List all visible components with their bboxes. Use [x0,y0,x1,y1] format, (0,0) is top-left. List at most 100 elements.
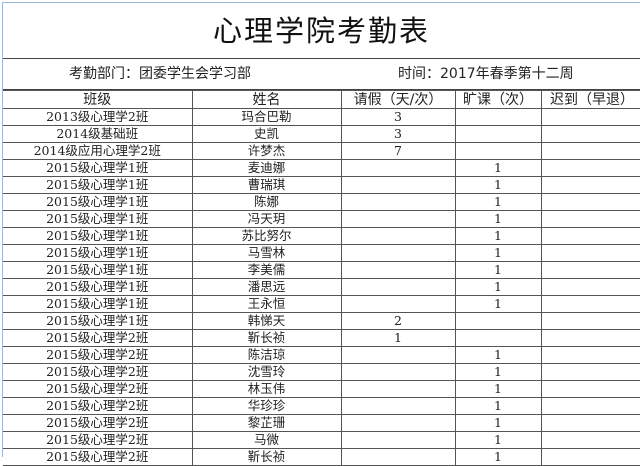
cell-leave[interactable] [340,159,456,177]
cell-late[interactable] [540,278,640,296]
cell-leave[interactable] [340,431,456,449]
cell-class[interactable]: 2015级心理学1班 [3,244,193,262]
cell-leave[interactable] [340,227,456,245]
cell-name[interactable]: 林玉伟 [191,380,342,398]
cell-class[interactable]: 2015级心理学1班 [3,227,193,245]
cell-absent[interactable]: 1 [454,176,542,194]
cell-absent[interactable]: 1 [454,448,542,466]
cell-absent[interactable]: 1 [454,431,542,449]
cell-absent[interactable]: 1 [454,261,542,279]
cell-class[interactable]: 2015级心理学2班 [3,397,193,415]
cell-absent[interactable] [454,312,542,330]
cell-leave[interactable] [340,244,456,262]
cell-leave[interactable]: 3 [340,108,456,126]
cell-class[interactable]: 2014级基础班 [3,125,193,143]
cell-class[interactable]: 2015级心理学1班 [3,278,193,296]
cell-absent[interactable]: 1 [454,210,542,228]
cell-leave[interactable]: 7 [340,142,456,160]
cell-absent[interactable]: 1 [454,414,542,432]
cell-leave[interactable] [340,414,456,432]
cell-late[interactable] [540,261,640,279]
cell-leave[interactable] [340,176,456,194]
cell-late[interactable] [540,414,640,432]
cell-class[interactable]: 2015级心理学2班 [3,380,193,398]
cell-late[interactable] [540,159,640,177]
cell-absent[interactable]: 1 [454,278,542,296]
cell-name[interactable]: 史凯 [191,125,342,143]
cell-class[interactable]: 2015级心理学1班 [3,176,193,194]
cell-leave[interactable] [340,295,456,313]
cell-late[interactable] [540,227,640,245]
cell-class[interactable]: 2015级心理学1班 [3,295,193,313]
cell-name[interactable]: 马雪林 [191,244,342,262]
cell-class[interactable]: 2015级心理学2班 [3,329,193,347]
cell-late[interactable] [540,244,640,262]
cell-absent[interactable]: 1 [454,397,542,415]
cell-leave[interactable] [340,380,456,398]
cell-class[interactable]: 2015级心理学1班 [3,312,193,330]
cell-absent[interactable]: 1 [454,363,542,381]
cell-late[interactable] [540,142,640,160]
cell-leave[interactable]: 2 [340,312,456,330]
cell-late[interactable] [540,312,640,330]
cell-name[interactable]: 马微 [191,431,342,449]
cell-name[interactable]: 沈雪玲 [191,363,342,381]
cell-leave[interactable] [340,261,456,279]
cell-leave[interactable] [340,363,456,381]
cell-class[interactable]: 2015级心理学2班 [3,414,193,432]
cell-absent[interactable] [454,108,542,126]
cell-class[interactable]: 2014级应用心理学2班 [3,142,193,160]
cell-late[interactable] [540,295,640,313]
cell-late[interactable] [540,125,640,143]
cell-absent[interactable]: 1 [454,380,542,398]
cell-name[interactable]: 许梦杰 [191,142,342,160]
cell-name[interactable]: 黎芷珊 [191,414,342,432]
cell-absent[interactable]: 1 [454,244,542,262]
cell-leave[interactable] [340,193,456,211]
cell-name[interactable]: 苏比努尔 [191,227,342,245]
cell-leave[interactable] [340,210,456,228]
cell-absent[interactable]: 1 [454,295,542,313]
cell-absent[interactable]: 1 [454,159,542,177]
cell-name[interactable]: 靳长祯 [191,329,342,347]
cell-name[interactable]: 曹瑞琪 [191,176,342,194]
cell-late[interactable] [540,346,640,364]
cell-class[interactable]: 2015级心理学1班 [3,261,193,279]
cell-leave[interactable] [340,346,456,364]
cell-class[interactable]: 2015级心理学1班 [3,210,193,228]
cell-name[interactable]: 冯天玥 [191,210,342,228]
cell-absent[interactable] [454,125,542,143]
cell-name[interactable]: 韩悌天 [191,312,342,330]
cell-absent[interactable]: 1 [454,193,542,211]
cell-late[interactable] [540,380,640,398]
cell-late[interactable] [540,431,640,449]
cell-absent[interactable] [454,142,542,160]
cell-name[interactable]: 王永恒 [191,295,342,313]
cell-class[interactable]: 2015级心理学2班 [3,346,193,364]
cell-name[interactable]: 陈洁琼 [191,346,342,364]
cell-absent[interactable]: 1 [454,346,542,364]
cell-class[interactable]: 2015级心理学2班 [3,448,193,466]
cell-class[interactable]: 2013级心理学2班 [3,108,193,126]
cell-class[interactable]: 2015级心理学2班 [3,431,193,449]
cell-late[interactable] [540,397,640,415]
cell-name[interactable]: 靳长祯 [191,448,342,466]
cell-class[interactable]: 2015级心理学2班 [3,363,193,381]
cell-name[interactable]: 华珍珍 [191,397,342,415]
cell-leave[interactable] [340,448,456,466]
cell-class[interactable]: 2015级心理学1班 [3,193,193,211]
cell-leave[interactable] [340,278,456,296]
cell-leave[interactable]: 3 [340,125,456,143]
cell-late[interactable] [540,176,640,194]
cell-late[interactable] [540,329,640,347]
cell-late[interactable] [540,193,640,211]
cell-late[interactable] [540,363,640,381]
cell-late[interactable] [540,448,640,466]
cell-late[interactable] [540,108,640,126]
cell-class[interactable]: 2015级心理学1班 [3,159,193,177]
cell-absent[interactable] [454,329,542,347]
cell-name[interactable]: 麦迪娜 [191,159,342,177]
cell-leave[interactable] [340,397,456,415]
cell-name[interactable]: 玛合巴勒 [191,108,342,126]
cell-absent[interactable]: 1 [454,227,542,245]
